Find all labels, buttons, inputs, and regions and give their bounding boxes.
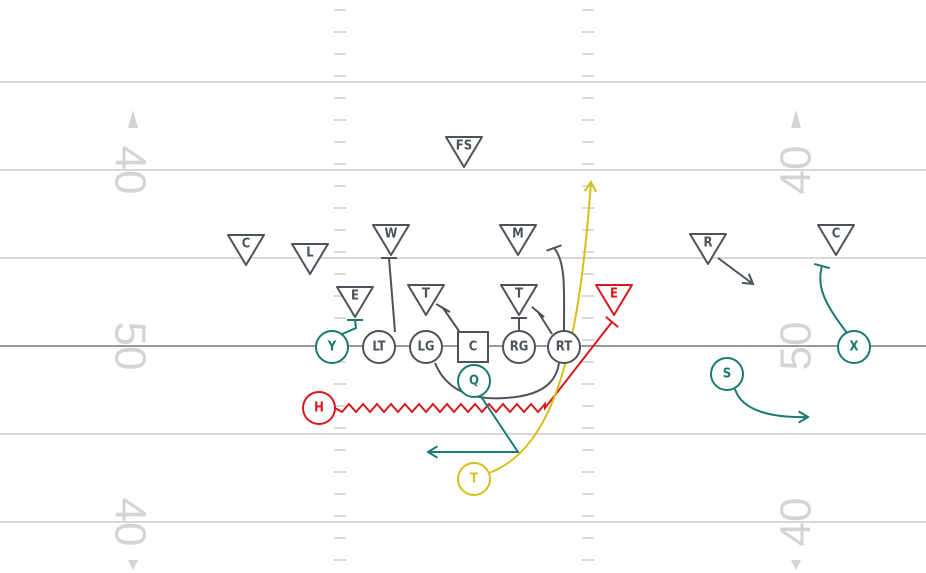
arrow-head [798, 410, 810, 424]
defense-player [407, 284, 445, 316]
c-block [442, 307, 460, 332]
y-route [339, 319, 358, 336]
offense-label: C [469, 340, 478, 355]
offense-label: LT [372, 340, 385, 355]
defense-player [291, 243, 329, 275]
defense-label: C [242, 237, 251, 252]
hash-marks [334, 9, 594, 561]
block-mark [546, 244, 562, 252]
offense-label: Q [469, 374, 479, 389]
block-mark [605, 316, 619, 328]
offense-label: RG [510, 340, 529, 355]
offense-player [710, 357, 744, 391]
defense-label: E [351, 289, 359, 304]
arrow-head [426, 445, 438, 459]
offense-label: H [314, 401, 324, 416]
defense-label: T [515, 287, 523, 302]
defense-player [595, 284, 633, 316]
yard-arrow [128, 110, 138, 128]
offense-label: RT [556, 340, 572, 355]
block-mark [435, 303, 451, 313]
defense-player [689, 233, 727, 265]
defense-label: E [610, 287, 618, 302]
yard-arrow [791, 560, 801, 570]
pull-route [434, 362, 560, 400]
offense-player [502, 330, 536, 364]
q-route [428, 391, 520, 453]
defense-label: FS [456, 139, 472, 154]
offense-player [547, 330, 581, 364]
yard-number: 40 [106, 146, 155, 195]
routes [334, 180, 848, 475]
yard-arrow [128, 560, 138, 570]
rt-route [553, 247, 566, 332]
block-mark [814, 262, 830, 270]
defense-label: R [703, 236, 712, 251]
offense-player [457, 462, 491, 496]
offense-label: T [470, 472, 478, 487]
x-route [819, 265, 848, 334]
offense-player [362, 330, 396, 364]
offense-label: X [849, 340, 858, 355]
defense-player [499, 224, 537, 256]
offense-label: Y [327, 340, 337, 355]
offense-player [409, 330, 443, 364]
yard-number: 40 [772, 498, 821, 547]
yard-arrow [791, 110, 801, 128]
defense-label: L [306, 246, 314, 261]
players: Y LT LG C RG RT Q H T S X FS C L W M R C E T T E [227, 136, 871, 496]
defense-player [817, 224, 855, 256]
arrow-head [583, 180, 597, 193]
defense-label: W [385, 227, 398, 242]
center-marker [457, 331, 489, 363]
offense-label: S [723, 367, 731, 382]
defense-player [445, 136, 483, 168]
offense-player [837, 330, 871, 364]
arrow-head [741, 273, 755, 286]
defense-label: C [832, 227, 841, 242]
yard-number: 40 [772, 146, 821, 195]
yard-number: 50 [106, 322, 155, 371]
h-route [334, 321, 613, 414]
r-route [717, 257, 754, 285]
offense-player [457, 364, 491, 398]
block-mark [531, 306, 545, 318]
yard-numbers: 40 40 50 50 40 40 [106, 110, 821, 570]
lt-block [388, 257, 396, 333]
yard-number: 40 [106, 498, 155, 547]
defense-player [227, 234, 265, 266]
offense-player [315, 330, 349, 364]
s-route [734, 388, 809, 419]
yard-number: 50 [772, 322, 821, 371]
defense-player [500, 284, 538, 316]
defense-label: M [512, 227, 524, 242]
t-route [485, 181, 592, 475]
defense-player [336, 286, 374, 318]
offense-label: LG [417, 340, 434, 355]
rt-block [537, 311, 553, 335]
offense-player [302, 391, 336, 425]
defense-label: T [422, 287, 430, 302]
field-lines [0, 81, 926, 523]
defense-player [372, 224, 410, 256]
